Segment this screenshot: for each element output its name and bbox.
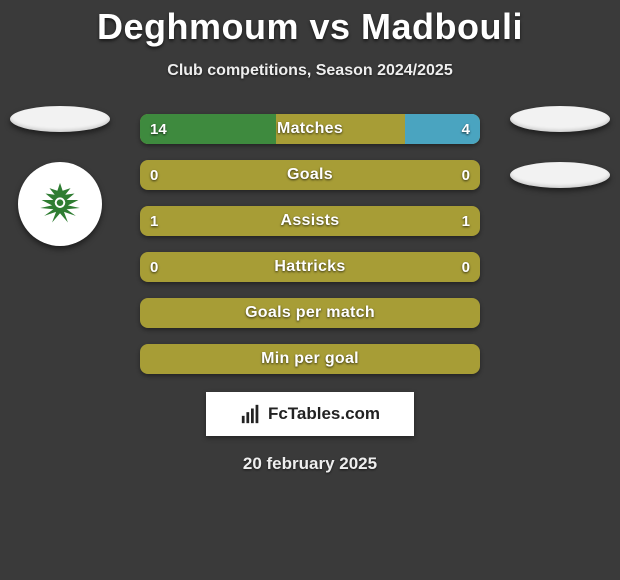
club-logo-left: [18, 162, 102, 246]
content-area: 144Matches 00Goals 11Assists 00Hattricks Goa…: [0, 114, 620, 374]
right-player-column: [500, 106, 620, 188]
infographic-root: Deghmoum vs Madbouli Club competitions, …: [0, 0, 620, 474]
stat-bar: 11Assists: [140, 206, 480, 236]
stat-label: Goals per match: [140, 298, 480, 328]
stat-label: Hattricks: [140, 252, 480, 282]
left-player-column: [0, 106, 120, 246]
stat-bar: 144Matches: [140, 114, 480, 144]
stat-label: Goals: [140, 160, 480, 190]
stats-bars: 144Matches 00Goals 11Assists 00Hattricks Goa…: [140, 114, 480, 374]
subtitle: Club competitions, Season 2024/2025: [0, 62, 620, 80]
stat-bar: Min per goal: [140, 344, 480, 374]
stat-bar: 00Goals: [140, 160, 480, 190]
attribution-badge: FcTables.com: [206, 392, 414, 436]
player-photo-placeholder: [510, 106, 610, 132]
stat-label: Assists: [140, 206, 480, 236]
player-photo-placeholder: [10, 106, 110, 132]
stat-bar: Goals per match: [140, 298, 480, 328]
stat-bar: 00Hattricks: [140, 252, 480, 282]
bars-chart-icon: [240, 403, 262, 425]
club-logo-placeholder: [510, 162, 610, 188]
eagle-logo-icon: [27, 171, 93, 237]
attribution-text: FcTables.com: [268, 404, 380, 424]
stat-label: Min per goal: [140, 344, 480, 374]
date-text: 20 february 2025: [0, 454, 620, 474]
stat-label: Matches: [140, 114, 480, 144]
page-title: Deghmoum vs Madbouli: [0, 6, 620, 48]
